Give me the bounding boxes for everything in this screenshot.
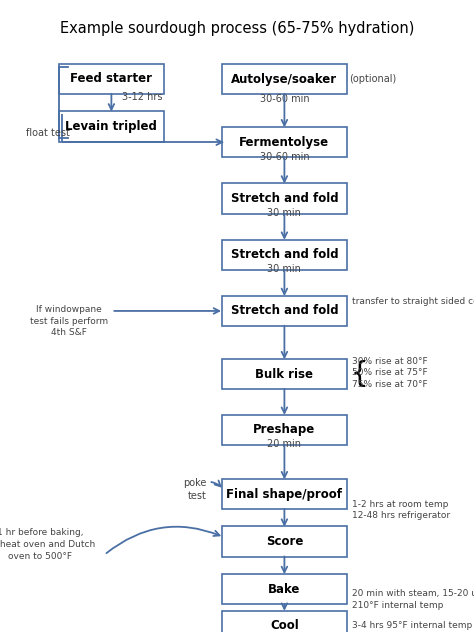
FancyBboxPatch shape [221,574,347,604]
Text: Cool: Cool [270,619,299,632]
FancyBboxPatch shape [221,415,347,445]
FancyBboxPatch shape [221,127,347,157]
Text: transfer to straight sided container: transfer to straight sided container [352,297,474,306]
Text: Stretch and fold: Stretch and fold [230,305,338,317]
Text: Preshape: Preshape [253,423,316,436]
FancyBboxPatch shape [221,64,347,94]
Text: poke
test: poke test [183,478,206,501]
Text: 30-60 min: 30-60 min [260,152,309,162]
Text: 30-60 min: 30-60 min [260,94,309,104]
Text: Bulk rise: Bulk rise [255,368,313,380]
Text: float test: float test [26,128,70,138]
FancyBboxPatch shape [221,296,347,326]
Text: Fermentolyse: Fermentolyse [239,136,329,149]
Text: Bake: Bake [268,583,301,595]
FancyBboxPatch shape [59,111,164,142]
Text: 30 min: 30 min [267,264,301,274]
Text: Final shape/proof: Final shape/proof [227,488,342,501]
Text: Stretch and fold: Stretch and fold [230,248,338,261]
Text: Levain tripled: Levain tripled [65,120,157,133]
Text: 3-4 hrs 95°F internal temp: 3-4 hrs 95°F internal temp [352,621,472,630]
Text: 20 min: 20 min [267,439,301,449]
FancyBboxPatch shape [221,240,347,270]
Text: If windowpane
test fails perform
4th S&F: If windowpane test fails perform 4th S&F [30,305,108,337]
Text: (optional): (optional) [349,74,397,84]
Text: Feed starter: Feed starter [71,73,152,85]
Text: 30 min: 30 min [267,208,301,218]
Text: {: { [351,360,368,388]
Text: Stretch and fold: Stretch and fold [230,192,338,205]
Text: Score: Score [266,535,303,548]
FancyBboxPatch shape [221,526,347,557]
FancyBboxPatch shape [221,183,347,214]
Text: 1-2 hrs at room temp
12-48 hrs refrigerator: 1-2 hrs at room temp 12-48 hrs refrigera… [352,500,450,520]
FancyBboxPatch shape [221,611,347,632]
Text: 30% rise at 80°F
50% rise at 75°F
75% rise at 70°F: 30% rise at 80°F 50% rise at 75°F 75% ri… [352,356,428,389]
FancyBboxPatch shape [221,479,347,509]
FancyBboxPatch shape [221,359,347,389]
Text: Autolyse/soaker: Autolyse/soaker [231,73,337,85]
Text: Example sourdough process (65-75% hydration): Example sourdough process (65-75% hydrat… [60,21,414,36]
Text: 3-12 hrs: 3-12 hrs [122,92,163,102]
FancyBboxPatch shape [59,64,164,94]
Text: 1 hr before baking,
preheat oven and Dutch
oven to 500°F: 1 hr before baking, preheat oven and Dut… [0,528,95,561]
Text: 20 min with steam, 15-20 uncovered
210°F internal temp: 20 min with steam, 15-20 uncovered 210°F… [352,589,474,609]
